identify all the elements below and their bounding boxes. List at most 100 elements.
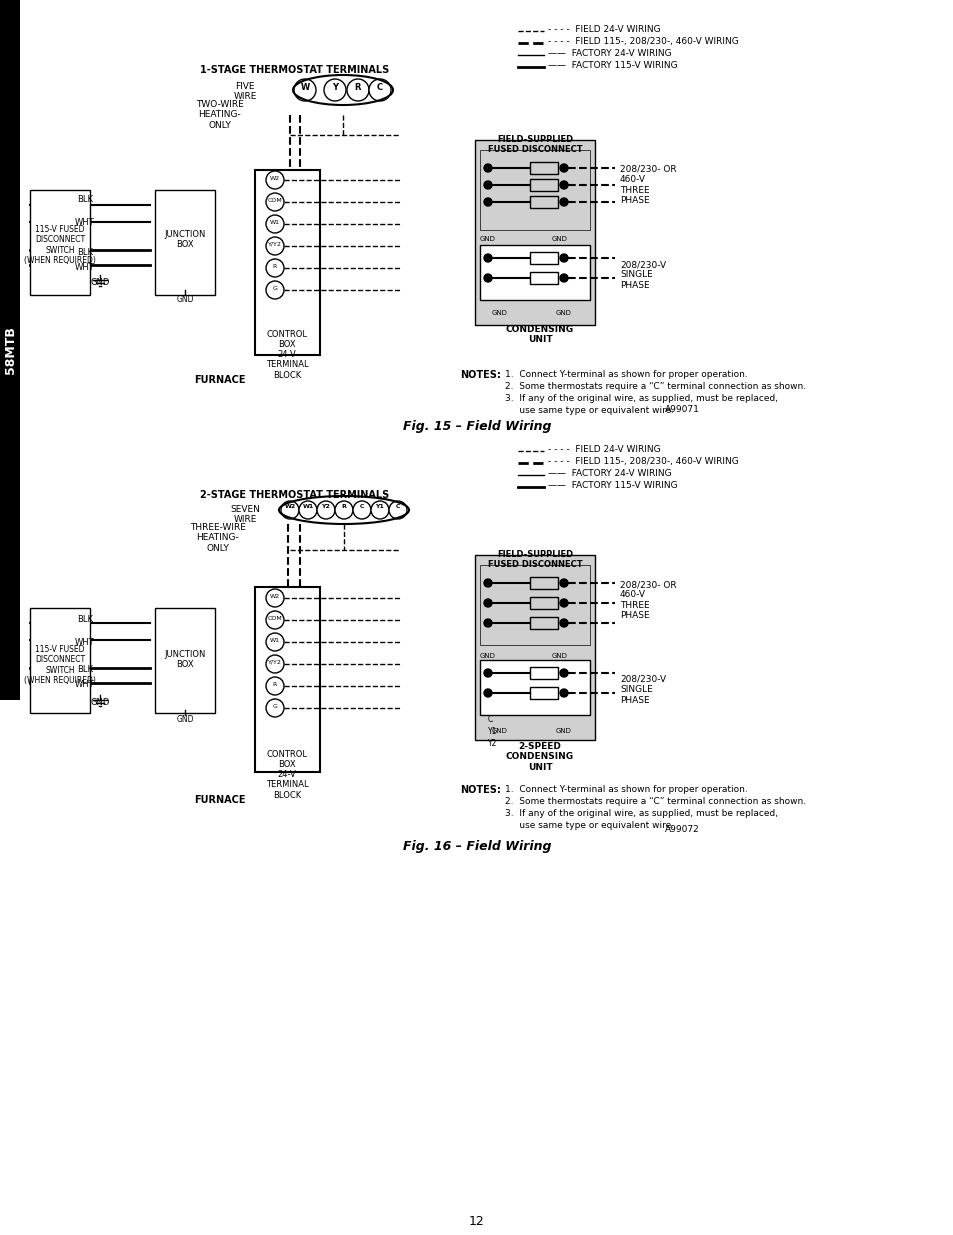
Text: FIELD-SUPPLIED
FUSED DISCONNECT: FIELD-SUPPLIED FUSED DISCONNECT xyxy=(487,550,581,569)
Text: BLK: BLK xyxy=(77,664,92,674)
Text: use same type or equivalent wire.: use same type or equivalent wire. xyxy=(504,406,674,415)
Text: C: C xyxy=(359,505,364,510)
Circle shape xyxy=(483,164,492,172)
Text: W1: W1 xyxy=(302,505,314,510)
Bar xyxy=(154,190,214,295)
Text: 12: 12 xyxy=(469,1215,484,1228)
Circle shape xyxy=(294,79,315,101)
Circle shape xyxy=(559,599,567,606)
Bar xyxy=(530,597,558,609)
Text: WHT: WHT xyxy=(75,263,94,272)
Text: JUNCTION
BOX: JUNCTION BOX xyxy=(164,230,206,249)
Text: 1.  Connect Y-terminal as shown for proper operation.: 1. Connect Y-terminal as shown for prope… xyxy=(504,370,747,379)
Text: 1.  Connect Y-terminal as shown for proper operation.: 1. Connect Y-terminal as shown for prope… xyxy=(504,785,747,794)
Text: ——  FACTORY 115-V WIRING: —— FACTORY 115-V WIRING xyxy=(547,61,677,70)
Text: 2.  Some thermostats require a “C” terminal connection as shown.: 2. Some thermostats require a “C” termin… xyxy=(504,797,805,806)
Text: BLK: BLK xyxy=(77,248,92,257)
Text: G: G xyxy=(273,704,277,709)
Text: GND: GND xyxy=(552,653,567,659)
Text: 2-STAGE THERMOSTAT TERMINALS: 2-STAGE THERMOSTAT TERMINALS xyxy=(200,490,389,500)
Text: CONTROL
BOX: CONTROL BOX xyxy=(266,750,307,769)
Bar xyxy=(254,170,319,354)
Text: BLK: BLK xyxy=(77,615,92,624)
Text: FIVE
WIRE: FIVE WIRE xyxy=(233,82,256,101)
Circle shape xyxy=(483,254,492,262)
Text: W2: W2 xyxy=(284,505,295,510)
Text: 3.  If any of the original wire, as supplied, must be replaced,: 3. If any of the original wire, as suppl… xyxy=(504,809,778,818)
Text: 1-STAGE THERMOSTAT TERMINALS: 1-STAGE THERMOSTAT TERMINALS xyxy=(200,65,389,75)
Text: Y1: Y1 xyxy=(375,505,384,510)
Text: 208/230-V
SINGLE
PHASE: 208/230-V SINGLE PHASE xyxy=(619,676,665,705)
Text: C: C xyxy=(376,83,383,91)
Circle shape xyxy=(559,164,567,172)
Circle shape xyxy=(483,579,492,587)
Text: Fig. 16 – Field Wiring: Fig. 16 – Field Wiring xyxy=(402,840,551,853)
Text: W2: W2 xyxy=(270,594,280,599)
Circle shape xyxy=(483,182,492,189)
Text: 115-V FUSED
DISCONNECT
SWITCH
(WHEN REQUIRED): 115-V FUSED DISCONNECT SWITCH (WHEN REQU… xyxy=(24,225,96,266)
Bar xyxy=(479,659,589,715)
Bar xyxy=(530,577,558,589)
Text: 208/230- OR
460-V
THREE
PHASE: 208/230- OR 460-V THREE PHASE xyxy=(619,580,676,620)
Bar xyxy=(530,667,558,679)
Bar xyxy=(530,179,558,191)
Text: GND: GND xyxy=(556,727,571,734)
Text: GND: GND xyxy=(492,727,507,734)
Text: COM: COM xyxy=(268,198,282,203)
Bar xyxy=(30,190,90,295)
Circle shape xyxy=(559,579,567,587)
Text: FIELD-SUPPLIED
FUSED DISCONNECT: FIELD-SUPPLIED FUSED DISCONNECT xyxy=(487,135,581,154)
Circle shape xyxy=(559,689,567,697)
Circle shape xyxy=(266,259,284,277)
Circle shape xyxy=(281,501,298,519)
Text: R: R xyxy=(341,505,346,510)
Text: 24-V
TERMINAL
BLOCK: 24-V TERMINAL BLOCK xyxy=(265,769,308,800)
Circle shape xyxy=(324,79,346,101)
Circle shape xyxy=(559,619,567,627)
Text: - - - -  FIELD 115-, 208/230-, 460-V WIRING: - - - - FIELD 115-, 208/230-, 460-V WIRI… xyxy=(547,457,738,466)
Text: 58MTB: 58MTB xyxy=(4,326,16,374)
Text: W2: W2 xyxy=(270,175,280,180)
Text: GND: GND xyxy=(91,698,110,706)
Bar xyxy=(479,149,589,230)
Circle shape xyxy=(371,501,389,519)
Circle shape xyxy=(559,669,567,677)
Circle shape xyxy=(266,634,284,651)
Circle shape xyxy=(266,589,284,606)
Text: ——  FACTORY 115-V WIRING: —— FACTORY 115-V WIRING xyxy=(547,480,677,490)
Bar xyxy=(30,608,90,713)
Text: 3.  If any of the original wire, as supplied, must be replaced,: 3. If any of the original wire, as suppl… xyxy=(504,394,778,403)
Text: BLK: BLK xyxy=(77,195,92,204)
Circle shape xyxy=(353,501,371,519)
Circle shape xyxy=(559,182,567,189)
Circle shape xyxy=(266,170,284,189)
Text: Y1: Y1 xyxy=(488,727,497,736)
Circle shape xyxy=(559,274,567,282)
Circle shape xyxy=(266,699,284,718)
Text: C: C xyxy=(395,505,400,510)
Text: W: W xyxy=(300,83,310,91)
Circle shape xyxy=(559,254,567,262)
Text: - - - -  FIELD 24-V WIRING: - - - - FIELD 24-V WIRING xyxy=(547,25,659,35)
Circle shape xyxy=(266,611,284,629)
Text: R: R xyxy=(355,83,361,91)
Bar xyxy=(530,687,558,699)
Text: NOTES:: NOTES: xyxy=(459,370,500,380)
Circle shape xyxy=(483,689,492,697)
Text: SEVEN
WIRE: SEVEN WIRE xyxy=(230,505,259,525)
Circle shape xyxy=(316,501,335,519)
Text: 208/230- OR
460-V
THREE
PHASE: 208/230- OR 460-V THREE PHASE xyxy=(619,165,676,205)
Circle shape xyxy=(483,669,492,677)
Circle shape xyxy=(266,282,284,299)
Text: 24-V
TERMINAL
BLOCK: 24-V TERMINAL BLOCK xyxy=(265,350,308,380)
Circle shape xyxy=(483,198,492,206)
Circle shape xyxy=(266,193,284,211)
Bar xyxy=(475,140,595,325)
Circle shape xyxy=(483,274,492,282)
Circle shape xyxy=(335,501,353,519)
Text: Y2: Y2 xyxy=(321,505,330,510)
Text: GND: GND xyxy=(91,278,110,287)
Bar xyxy=(479,245,589,300)
Text: Y2: Y2 xyxy=(488,739,497,748)
Circle shape xyxy=(266,237,284,254)
